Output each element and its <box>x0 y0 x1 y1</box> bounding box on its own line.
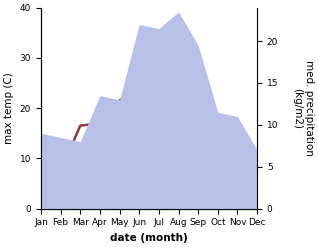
Y-axis label: med. precipitation
(kg/m2): med. precipitation (kg/m2) <box>292 60 314 156</box>
Y-axis label: max temp (C): max temp (C) <box>4 72 14 144</box>
X-axis label: date (month): date (month) <box>110 233 188 243</box>
